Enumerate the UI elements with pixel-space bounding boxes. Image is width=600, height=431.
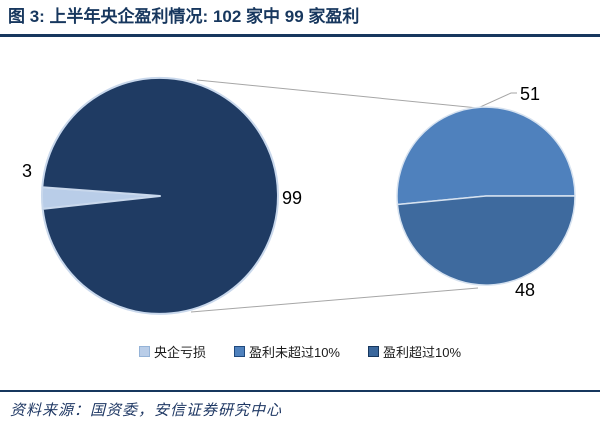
source-note: 资料来源：国资委，安信证券研究中心 [10, 401, 283, 419]
main-pie-label-loss: 3 [22, 161, 32, 181]
legend-label-under10: 盈利未超过10% [248, 345, 340, 360]
main-pie-label-profit: 99 [282, 188, 302, 208]
connector-line-top [196, 79, 517, 109]
secondary-pie-label-over10: 48 [515, 280, 535, 300]
figure-header: 图 3: 上半年央企盈利情况: 102 家中 99 家盈利 [0, 0, 600, 37]
legend-swatch-loss-icon [138, 346, 150, 357]
legend-swatch-under10-icon [233, 346, 245, 357]
legend-label-loss: 央企亏损 [153, 345, 206, 360]
figure-title: 图 3: 上半年央企盈利情况: 102 家中 99 家盈利 [8, 7, 360, 26]
chart-legend: 央企亏损 盈利未超过10% 盈利超过10% [0, 342, 600, 361]
legend-label-over10: 盈利超过10% [383, 345, 462, 360]
secondary-pie-label-under10: 51 [520, 84, 540, 104]
figure-footer: 资料来源：国资委，安信证券研究中心 [0, 390, 600, 420]
connector-lines [190, 79, 517, 313]
legend-item-over10: 盈利超过10% [368, 342, 461, 361]
main-pie [41, 76, 279, 315]
secondary-pie-slice-0 [396, 106, 576, 206]
legend-item-under10: 盈利未超过10% [233, 342, 340, 361]
secondary-pie-slice-1 [396, 195, 576, 286]
legend-item-loss: 央企亏损 [138, 342, 206, 361]
main-pie-slice-1 [41, 76, 279, 315]
legend-swatch-over10-icon [368, 346, 379, 357]
connector-line-bottom [190, 287, 479, 313]
secondary-pie [396, 106, 576, 286]
